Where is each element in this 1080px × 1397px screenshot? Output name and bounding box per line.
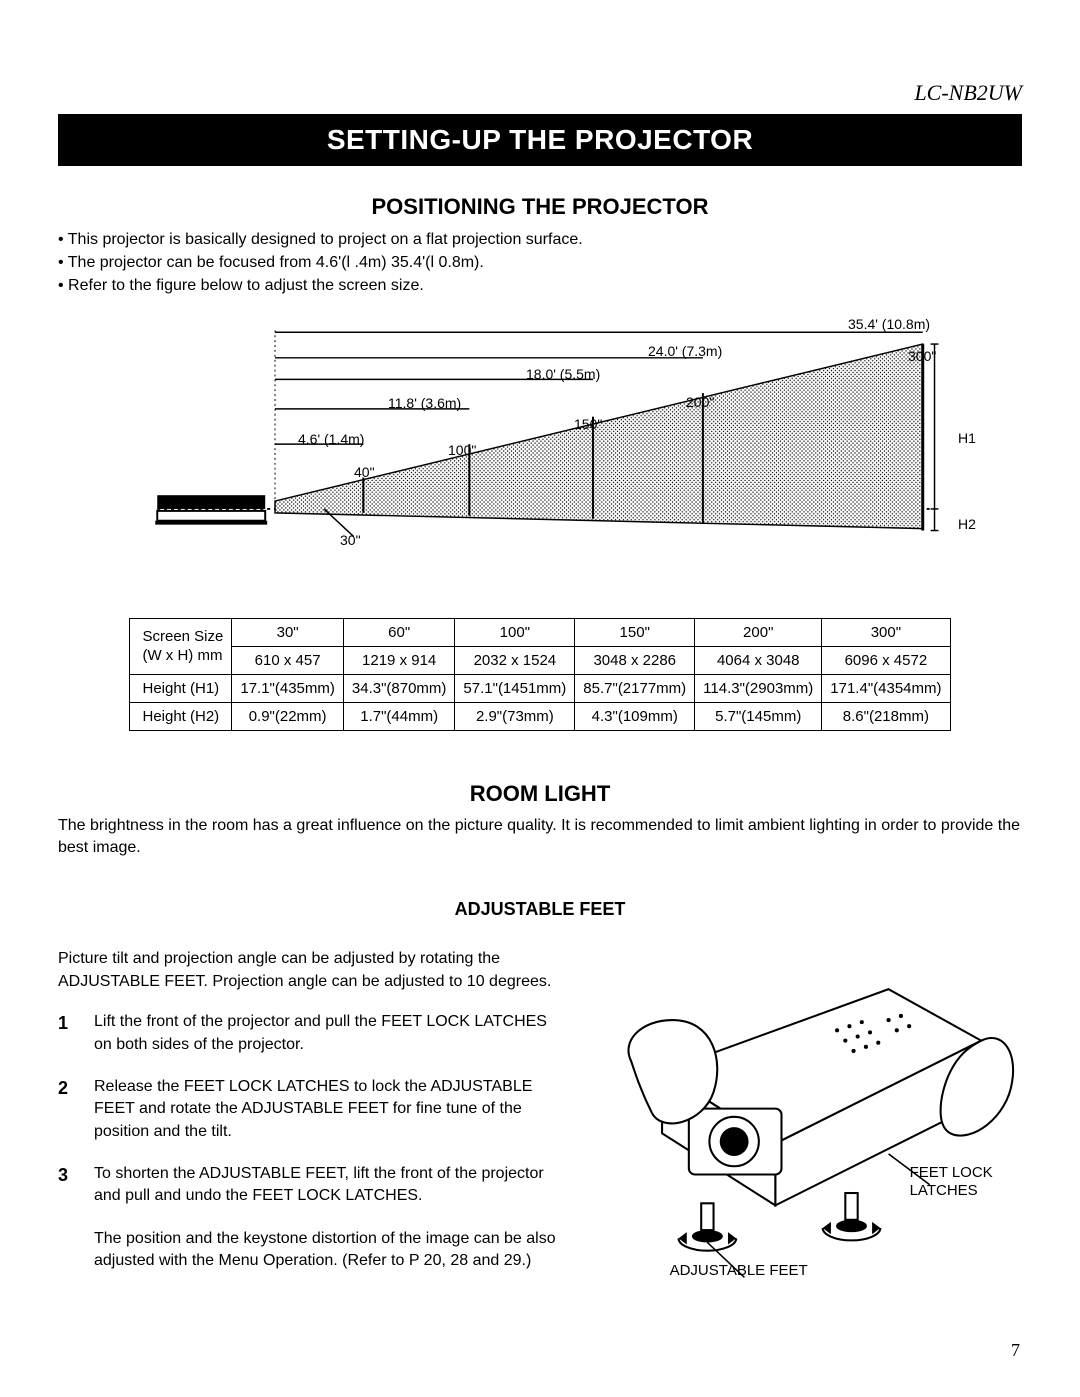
bullet-2: The projector can be focused from 4.6'(l… bbox=[58, 251, 1022, 274]
bullet-3: Refer to the figure below to adjust the … bbox=[58, 274, 1022, 297]
h1-rowlabel: Height (H1) bbox=[130, 674, 232, 702]
dist-label-3: 11.8' (3.6m) bbox=[388, 395, 461, 411]
callout-latches: FEET LOCKLATCHES bbox=[910, 1164, 993, 1199]
step-1: 1 Lift the front of the projector and pu… bbox=[58, 1011, 566, 1056]
h1-5: 171.4"(4354mm) bbox=[822, 674, 950, 702]
h2-label: H2 bbox=[958, 516, 976, 532]
wh-2: 2032 x 1524 bbox=[455, 646, 575, 674]
step-1-text: Lift the front of the projector and pull… bbox=[94, 1011, 566, 1056]
th-screensize-bot: (W x H) mm bbox=[142, 647, 222, 664]
dist-label-4: 4.6' (1.4m) bbox=[298, 431, 364, 447]
h2-rowlabel: Height (H2) bbox=[130, 702, 232, 730]
h2-5: 8.6"(218mm) bbox=[822, 702, 950, 730]
h2-3: 4.3"(109mm) bbox=[575, 702, 695, 730]
col-3: 150" bbox=[575, 618, 695, 646]
feet-section: Picture tilt and projection angle can be… bbox=[58, 948, 1022, 1303]
col-0: 30" bbox=[232, 618, 344, 646]
dist-label-0: 35.4' (10.8m) bbox=[848, 316, 930, 332]
feet-illustration: FEET LOCKLATCHES ADJUSTABLE FEET bbox=[590, 948, 1022, 1303]
h2-0: 0.9"(22mm) bbox=[232, 702, 344, 730]
h1-1: 34.3"(870mm) bbox=[343, 674, 455, 702]
throw-distance-diagram: 35.4' (10.8m) 24.0' (7.3m) 18.0' (5.5m) … bbox=[118, 318, 962, 588]
size-label-0: 300" bbox=[908, 348, 936, 364]
step-2: 2 Release the FEET LOCK LATCHES to lock … bbox=[58, 1076, 566, 1143]
step-1-num: 1 bbox=[58, 1011, 76, 1056]
col-2: 100" bbox=[455, 618, 575, 646]
room-title: ROOM LIGHT bbox=[58, 781, 1022, 807]
h2-2: 2.9"(73mm) bbox=[455, 702, 575, 730]
h2-1: 1.7"(44mm) bbox=[343, 702, 455, 730]
wh-4: 4064 x 3048 bbox=[695, 646, 822, 674]
h1-2: 57.1"(1451mm) bbox=[455, 674, 575, 702]
feet-title: ADJUSTABLE FEET bbox=[58, 899, 1022, 920]
size-label-5: 30" bbox=[340, 532, 361, 548]
page-banner: SETTING-UP THE PROJECTOR bbox=[58, 114, 1022, 166]
positioning-title: POSITIONING THE PROJECTOR bbox=[58, 194, 1022, 220]
h1-label: H1 bbox=[958, 430, 976, 446]
dist-label-1: 24.0' (7.3m) bbox=[648, 343, 722, 359]
size-label-1: 200" bbox=[686, 394, 714, 410]
wh-3: 3048 x 2286 bbox=[575, 646, 695, 674]
size-label-3: 100" bbox=[448, 442, 476, 458]
col-1: 60" bbox=[343, 618, 455, 646]
positioning-bullets: This projector is basically designed to … bbox=[58, 228, 1022, 298]
size-label-2: 150" bbox=[574, 416, 602, 432]
th-screensize-top: Screen Size bbox=[142, 628, 223, 645]
dist-label-2: 18.0' (5.5m) bbox=[526, 366, 600, 382]
h2-4: 5.7"(145mm) bbox=[695, 702, 822, 730]
bullet-1: This projector is basically designed to … bbox=[58, 228, 1022, 251]
step-2-num: 2 bbox=[58, 1076, 76, 1143]
col-4: 200" bbox=[695, 618, 822, 646]
h1-3: 85.7"(2177mm) bbox=[575, 674, 695, 702]
step-3-text: To shorten the ADJUSTABLE FEET, lift the… bbox=[94, 1163, 566, 1208]
callout-feet: ADJUSTABLE FEET bbox=[670, 1262, 808, 1279]
feet-intro: Picture tilt and projection angle can be… bbox=[58, 948, 566, 993]
wh-1: 1219 x 914 bbox=[343, 646, 455, 674]
h1-4: 114.3"(2903mm) bbox=[695, 674, 822, 702]
page-number: 7 bbox=[1011, 1340, 1020, 1361]
feet-note: The position and the keystone distortion… bbox=[94, 1228, 566, 1273]
step-3: 3 To shorten the ADJUSTABLE FEET, lift t… bbox=[58, 1163, 566, 1208]
size-label-4: 40" bbox=[354, 464, 375, 480]
wh-5: 6096 x 4572 bbox=[822, 646, 950, 674]
h1-0: 17.1"(435mm) bbox=[232, 674, 344, 702]
step-3-num: 3 bbox=[58, 1163, 76, 1208]
model-label: LC-NB2UW bbox=[58, 80, 1022, 106]
screen-size-table: Screen Size (W x H) mm 30" 60" 100" 150"… bbox=[129, 618, 950, 731]
col-5: 300" bbox=[822, 618, 950, 646]
room-text: The brightness in the room has a great i… bbox=[58, 815, 1022, 860]
step-2-text: Release the FEET LOCK LATCHES to lock th… bbox=[94, 1076, 566, 1143]
wh-0: 610 x 457 bbox=[232, 646, 344, 674]
